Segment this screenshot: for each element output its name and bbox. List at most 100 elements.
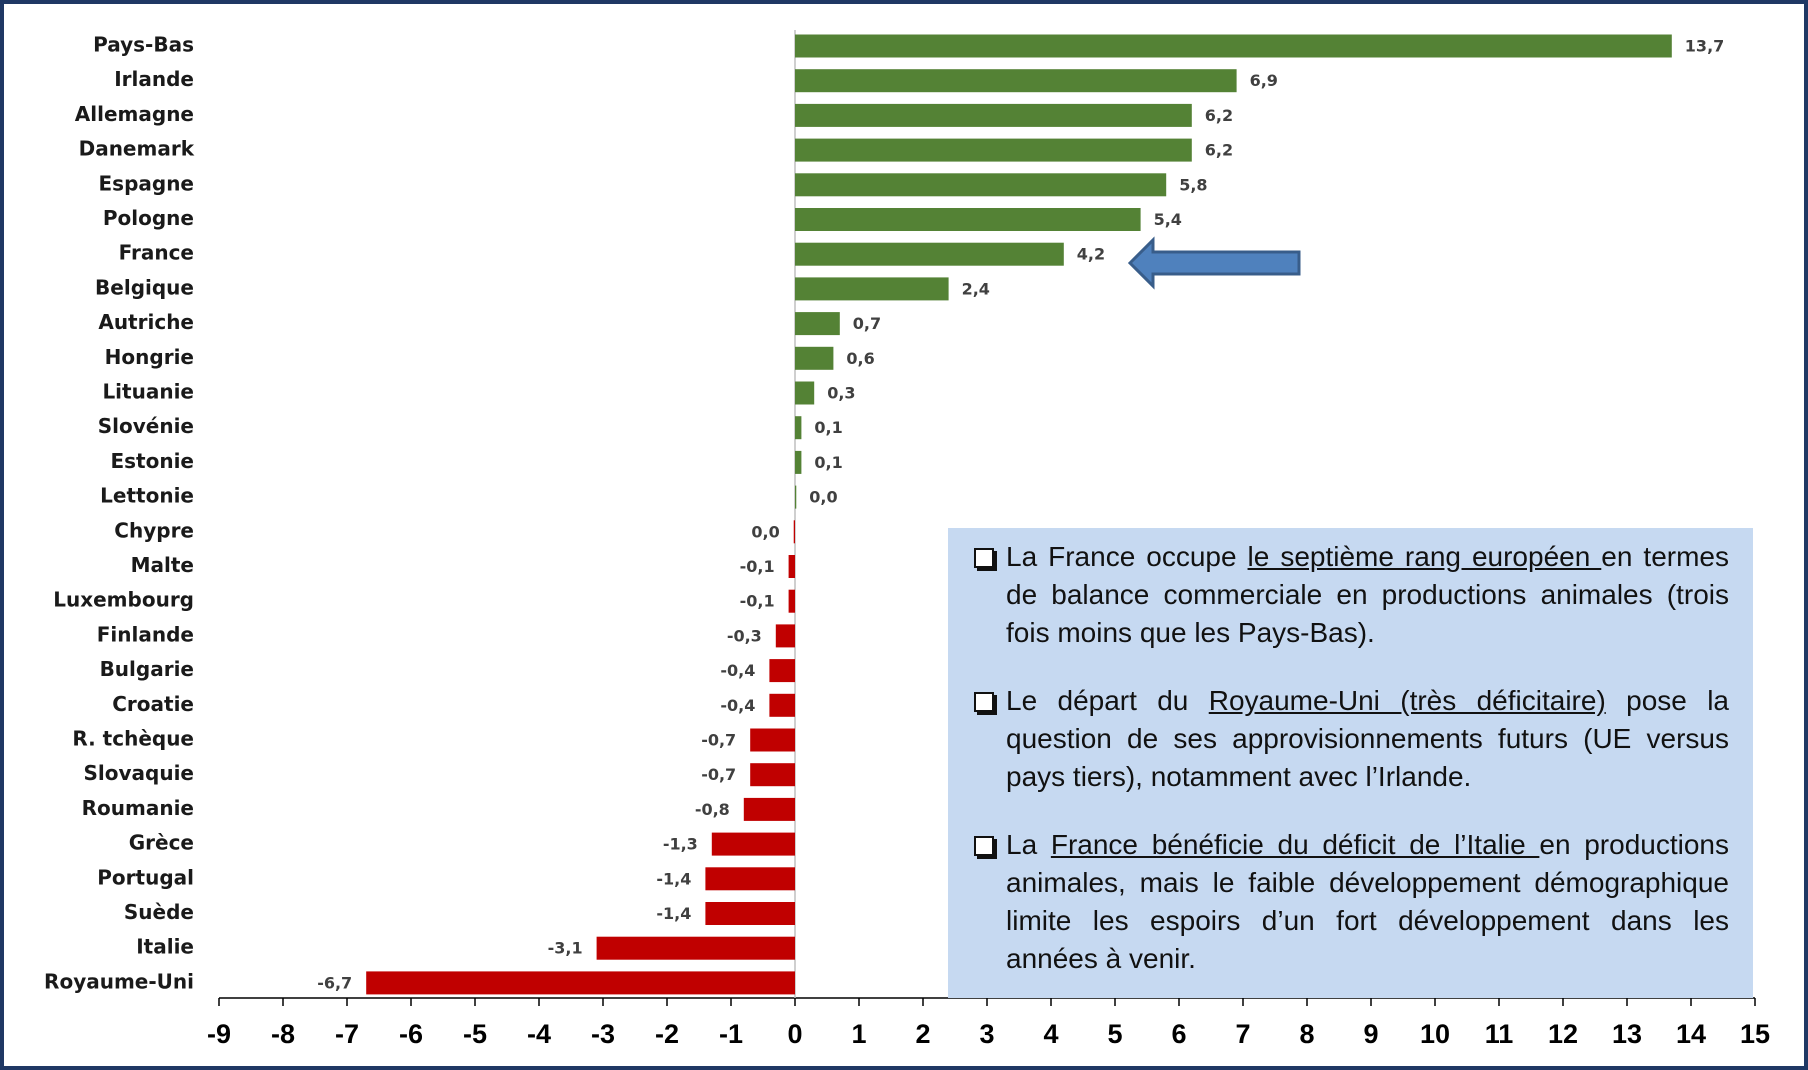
annotation-text: Le départ du	[1006, 685, 1209, 716]
x-tick-label: -7	[335, 1019, 359, 1049]
value-label: 4,2	[1077, 245, 1105, 264]
value-label: 5,8	[1179, 175, 1207, 194]
annotation-text: La	[1006, 829, 1051, 860]
x-tick-label: 13	[1612, 1019, 1642, 1049]
category-label: Pays-Bas	[93, 33, 194, 57]
bar	[743, 797, 795, 821]
bar	[795, 242, 1064, 266]
annotation-text: France bénéficie du déficit de l’Italie	[1050, 829, 1540, 860]
category-label: Grèce	[129, 831, 194, 855]
annotation-text: le septième rang européen	[1247, 541, 1602, 572]
category-label: Autriche	[98, 310, 194, 334]
value-label: -0,1	[740, 592, 775, 611]
bar	[795, 34, 1672, 58]
bar	[795, 277, 949, 301]
value-label: -0,7	[701, 765, 736, 784]
bar	[705, 902, 795, 925]
x-tick-label: 8	[1299, 1019, 1314, 1049]
bar	[795, 485, 797, 509]
value-label: -0,3	[727, 626, 762, 645]
x-tick-label: 6	[1171, 1019, 1186, 1049]
value-label: -0,1	[740, 557, 775, 576]
x-tick-label: 3	[979, 1019, 994, 1049]
value-label: 0,1	[814, 453, 842, 472]
value-label: 2,4	[962, 279, 990, 298]
category-label: Danemark	[79, 137, 195, 161]
category-label: Malte	[131, 553, 194, 577]
bar	[769, 659, 795, 683]
bar	[795, 173, 1167, 197]
category-label: Royaume-Uni	[44, 969, 194, 993]
value-label: -0,8	[695, 800, 730, 819]
arrow	[1127, 236, 1301, 290]
bar	[793, 520, 795, 544]
category-label: Suède	[124, 900, 194, 924]
category-label: Hongrie	[105, 345, 194, 369]
annotation-text: Royaume-Uni (très déficitaire)	[1208, 685, 1606, 716]
annotation-text: en productions animales, mais le faible …	[1006, 829, 1729, 974]
bar	[795, 138, 1192, 162]
category-label: Slovénie	[98, 414, 194, 438]
value-label: 6,2	[1205, 106, 1233, 125]
bar	[750, 728, 795, 752]
x-tick-label: 15	[1740, 1019, 1770, 1049]
x-tick-label: -6	[399, 1019, 423, 1049]
annotation: La France occupe le septième rang europé…	[972, 538, 1729, 652]
x-tick-label: -8	[271, 1019, 295, 1049]
category-label: Slovaquie	[83, 761, 194, 785]
x-tick-label: -5	[463, 1019, 487, 1049]
x-tick-label: 7	[1235, 1019, 1250, 1049]
category-label: Lituanie	[102, 380, 194, 404]
x-tick-label: 0	[787, 1019, 802, 1049]
value-label: 6,2	[1205, 141, 1233, 160]
category-label: Estonie	[110, 449, 194, 473]
category-label: Allemagne	[75, 102, 194, 126]
category-label: R. tchèque	[72, 727, 194, 751]
x-tick-label: 2	[915, 1019, 930, 1049]
bar	[711, 832, 795, 856]
annotation-box: La France occupe le septième rang europé…	[948, 528, 1753, 998]
annotation: Le départ du Royaume-Uni (très déficitai…	[972, 682, 1729, 796]
annotation-text: La France occupe	[1006, 541, 1248, 572]
value-label: 0,3	[827, 384, 855, 403]
annotation-text: pose la question de ses approvisionnemen…	[1006, 685, 1729, 792]
bar	[750, 763, 795, 787]
bar	[795, 381, 815, 405]
bar	[596, 936, 795, 960]
category-label: Italie	[136, 935, 194, 959]
x-tick-label: 9	[1363, 1019, 1378, 1049]
bar	[705, 867, 795, 891]
category-label: Espagne	[99, 171, 195, 195]
x-tick-label: 10	[1420, 1019, 1450, 1049]
category-label: Lettonie	[100, 484, 194, 508]
x-tick-label: -9	[207, 1019, 231, 1049]
category-label: Belgique	[95, 275, 194, 299]
value-label: 0,0	[809, 488, 837, 507]
x-tick-label: -4	[527, 1019, 551, 1049]
value-label: 0,1	[814, 418, 842, 437]
bar	[795, 416, 802, 440]
category-label: Croatie	[112, 692, 194, 716]
value-label: -6,7	[317, 973, 352, 992]
bar	[795, 312, 840, 336]
value-label: 5,4	[1154, 210, 1182, 229]
x-tick-label: 5	[1107, 1019, 1122, 1049]
value-label: 13,7	[1685, 37, 1724, 56]
category-label: Pologne	[103, 206, 194, 230]
category-label: Portugal	[97, 865, 194, 889]
bar	[795, 346, 834, 370]
category-label: Bulgarie	[100, 657, 194, 681]
category-label: Finlande	[97, 622, 194, 646]
x-tick-label: -3	[591, 1019, 615, 1049]
x-tick-label: 11	[1485, 1019, 1514, 1049]
bar	[788, 589, 795, 613]
x-tick-label: 14	[1676, 1019, 1706, 1049]
x-tick-label: -1	[719, 1019, 743, 1049]
category-label: France	[119, 241, 194, 265]
value-label: 0,6	[846, 349, 874, 368]
x-tick-label: 1	[851, 1019, 866, 1049]
value-label: 0,0	[751, 522, 779, 541]
